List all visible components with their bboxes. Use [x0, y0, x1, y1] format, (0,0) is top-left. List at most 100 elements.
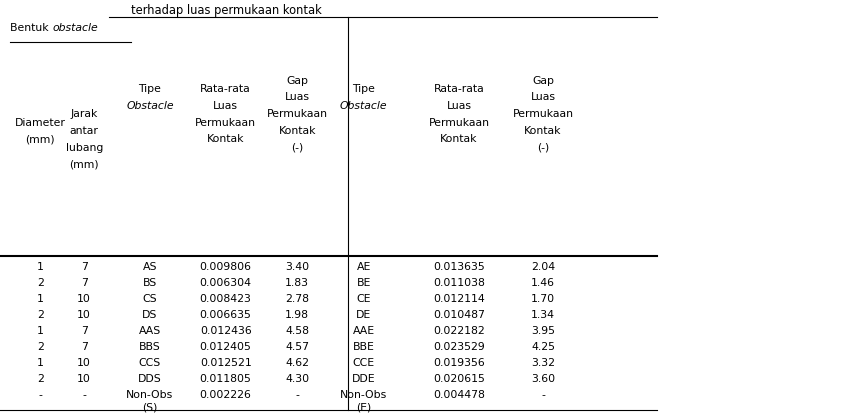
- Text: (mm): (mm): [69, 160, 99, 170]
- Text: DS: DS: [142, 310, 157, 320]
- Text: 10: 10: [77, 294, 91, 304]
- Text: Kontak: Kontak: [440, 134, 477, 144]
- Text: Permukaan: Permukaan: [267, 109, 328, 119]
- Text: Permukaan: Permukaan: [513, 109, 573, 119]
- Text: Non-Obs
(S): Non-Obs (S): [126, 390, 173, 412]
- Text: DE: DE: [356, 310, 371, 320]
- Text: 1.34: 1.34: [531, 310, 555, 320]
- Text: 1.83: 1.83: [285, 278, 309, 289]
- Text: 7: 7: [81, 262, 88, 273]
- Text: CCE: CCE: [353, 358, 375, 368]
- Text: Rata-rata: Rata-rata: [200, 84, 251, 94]
- Text: -: -: [541, 390, 545, 400]
- Text: antar: antar: [70, 126, 99, 136]
- Text: Non-Obs
(E): Non-Obs (E): [340, 390, 387, 412]
- Text: 10: 10: [77, 358, 91, 368]
- Text: DDS: DDS: [138, 374, 162, 384]
- Text: 10: 10: [77, 374, 91, 384]
- Text: 0.012114: 0.012114: [433, 294, 485, 304]
- Text: 4.58: 4.58: [285, 326, 309, 336]
- Text: CE: CE: [356, 294, 371, 304]
- Text: CS: CS: [142, 294, 157, 304]
- Text: Tipe: Tipe: [352, 84, 376, 94]
- Text: 0.013635: 0.013635: [433, 262, 485, 273]
- Text: 0.020615: 0.020615: [433, 374, 485, 384]
- Text: 2: 2: [37, 278, 44, 289]
- Text: (-): (-): [291, 143, 303, 153]
- Text: Luas: Luas: [446, 101, 472, 111]
- Text: 0.012521: 0.012521: [200, 358, 252, 368]
- Text: (-): (-): [537, 143, 549, 153]
- Text: 1: 1: [37, 262, 44, 273]
- Text: -: -: [83, 390, 86, 400]
- Text: 1: 1: [37, 358, 44, 368]
- Text: 0.019356: 0.019356: [433, 358, 485, 368]
- Text: 1: 1: [37, 326, 44, 336]
- Text: 3.40: 3.40: [285, 262, 309, 273]
- Text: Gap: Gap: [532, 76, 554, 86]
- Text: 0.010487: 0.010487: [433, 310, 485, 320]
- Text: 2: 2: [37, 374, 44, 384]
- Text: 4.62: 4.62: [285, 358, 309, 368]
- Text: 2.78: 2.78: [285, 294, 309, 304]
- Text: (mm): (mm): [25, 134, 56, 144]
- Text: Bentuk: Bentuk: [10, 23, 52, 33]
- Text: 3.95: 3.95: [531, 326, 555, 336]
- Text: 7: 7: [81, 342, 88, 352]
- Text: Luas: Luas: [530, 92, 556, 102]
- Text: 2: 2: [37, 310, 44, 320]
- Text: Luas: Luas: [213, 101, 238, 111]
- Text: 0.008423: 0.008423: [200, 294, 252, 304]
- Text: 0.023529: 0.023529: [433, 342, 485, 352]
- Text: 3.32: 3.32: [531, 358, 555, 368]
- Text: AAS: AAS: [139, 326, 161, 336]
- Text: obstacle: obstacle: [52, 23, 98, 33]
- Text: 0.006635: 0.006635: [200, 310, 252, 320]
- Text: 7: 7: [81, 326, 88, 336]
- Text: 1.70: 1.70: [531, 294, 555, 304]
- Text: Obstacle: Obstacle: [340, 101, 387, 111]
- Text: 2: 2: [37, 342, 44, 352]
- Text: Rata-rata: Rata-rata: [434, 84, 484, 94]
- Text: Gap: Gap: [286, 76, 308, 86]
- Text: Diameter: Diameter: [15, 118, 66, 128]
- Text: AAE: AAE: [353, 326, 375, 336]
- Text: 0.002226: 0.002226: [200, 390, 252, 400]
- Text: 7: 7: [81, 278, 88, 289]
- Text: BBS: BBS: [139, 342, 161, 352]
- Text: terhadap luas permukaan kontak: terhadap luas permukaan kontak: [131, 4, 322, 17]
- Text: 0.004478: 0.004478: [433, 390, 485, 400]
- Text: lubang: lubang: [66, 143, 103, 153]
- Text: 1.98: 1.98: [285, 310, 309, 320]
- Text: Kontak: Kontak: [207, 134, 244, 144]
- Text: Jarak: Jarak: [71, 109, 98, 119]
- Text: Kontak: Kontak: [279, 126, 316, 136]
- Text: 1: 1: [37, 294, 44, 304]
- Text: -: -: [39, 390, 42, 400]
- Text: Permukaan: Permukaan: [195, 118, 256, 128]
- Text: 4.30: 4.30: [285, 374, 309, 384]
- Text: BS: BS: [143, 278, 157, 289]
- Text: 10: 10: [77, 310, 91, 320]
- Text: 4.57: 4.57: [285, 342, 309, 352]
- Text: 0.006304: 0.006304: [200, 278, 252, 289]
- Text: 0.011805: 0.011805: [200, 374, 252, 384]
- Text: AE: AE: [356, 262, 371, 273]
- Text: 0.011038: 0.011038: [433, 278, 485, 289]
- Text: 0.009806: 0.009806: [200, 262, 252, 273]
- Text: 4.25: 4.25: [531, 342, 555, 352]
- Text: 3.60: 3.60: [531, 374, 555, 384]
- Text: AS: AS: [142, 262, 157, 273]
- Text: DDE: DDE: [352, 374, 376, 384]
- Text: -: -: [296, 390, 299, 400]
- Text: BE: BE: [356, 278, 371, 289]
- Text: Luas: Luas: [285, 92, 310, 102]
- Text: CCS: CCS: [139, 358, 161, 368]
- Text: 2.04: 2.04: [531, 262, 555, 273]
- Text: Permukaan: Permukaan: [429, 118, 489, 128]
- Text: Kontak: Kontak: [525, 126, 562, 136]
- Text: 0.012405: 0.012405: [200, 342, 252, 352]
- Text: Obstacle: Obstacle: [126, 101, 173, 111]
- Text: 0.012436: 0.012436: [200, 326, 252, 336]
- Text: 0.022182: 0.022182: [433, 326, 485, 336]
